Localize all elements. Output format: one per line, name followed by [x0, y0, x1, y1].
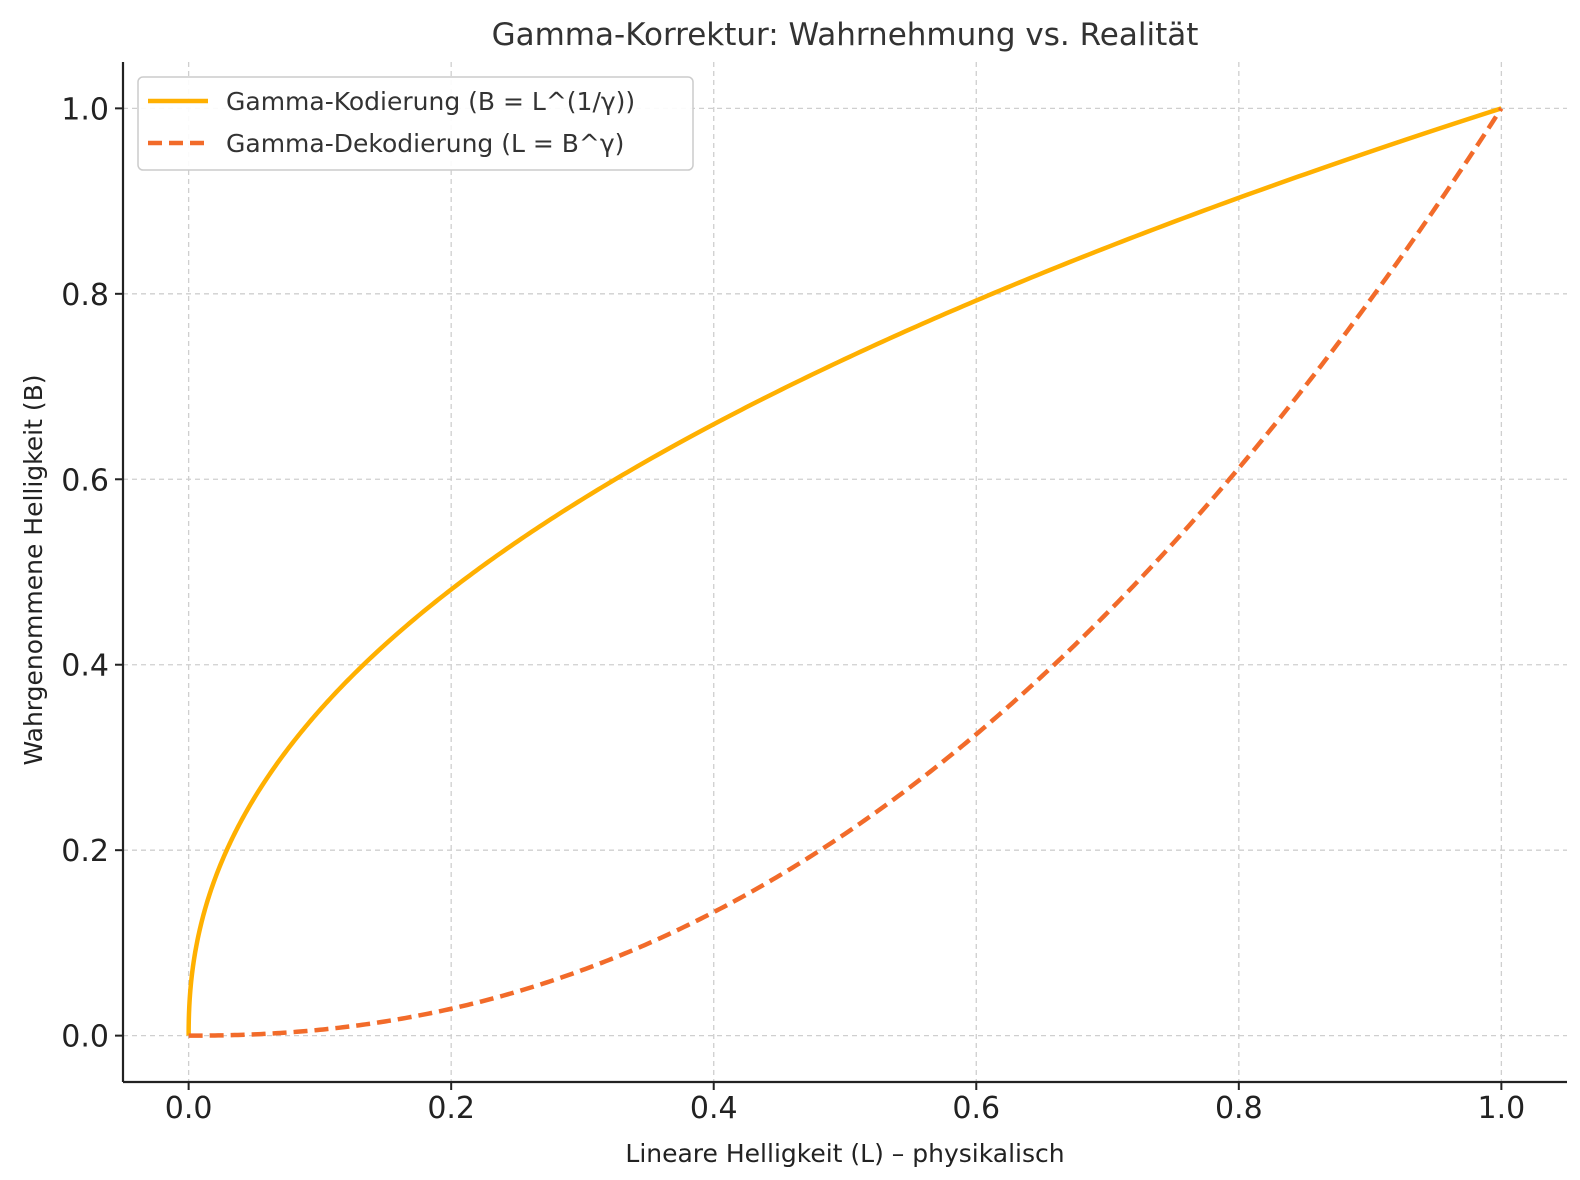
legend-label-decoding: Gamma-Dekodierung (L = B^γ) [226, 129, 624, 158]
y-tick-label: 0.8 [61, 278, 109, 313]
y-tick-label: 0.2 [61, 834, 109, 869]
x-tick-label: 0.2 [427, 1091, 475, 1126]
legend: Gamma-Kodierung (B = L^(1/γ)) Gamma-Deko… [137, 76, 694, 171]
y-tick-label: 0.4 [61, 649, 109, 684]
x-tick-label: 0.0 [165, 1091, 213, 1126]
axes [121, 62, 1567, 1084]
grid-lines [123, 62, 1567, 1082]
y-tick-label: 0.0 [61, 1020, 109, 1055]
chart-title: Gamma-Korrektur: Wahrnehmung vs. Realitä… [492, 17, 1199, 53]
y-tick-label: 0.6 [61, 463, 109, 498]
legend-label-encoding: Gamma-Kodierung (B = L^(1/γ)) [226, 87, 635, 116]
x-tick-label: 1.0 [1478, 1091, 1526, 1126]
y-tick-label: 1.0 [61, 92, 109, 127]
tick-marks: 0.0 0.2 0.4 0.6 0.8 1.0 0.0 0.2 0.4 0.6 0.8 1.0 [61, 92, 1525, 1126]
series-line-decoding [188, 107, 1504, 1038]
x-tick-label: 0.6 [952, 1091, 1000, 1126]
x-tick-label: 0.4 [690, 1091, 738, 1126]
y-axis-label: Wahrgenommene Helligkeit (B) [19, 375, 48, 766]
x-axis-label: Lineare Helligkeit (L) – physikalisch [625, 1139, 1064, 1168]
plot-series [186, 106, 1504, 1038]
x-tick-label: 0.8 [1215, 1091, 1263, 1126]
series-line-encoding [186, 106, 1503, 1037]
legend-box [137, 76, 694, 171]
